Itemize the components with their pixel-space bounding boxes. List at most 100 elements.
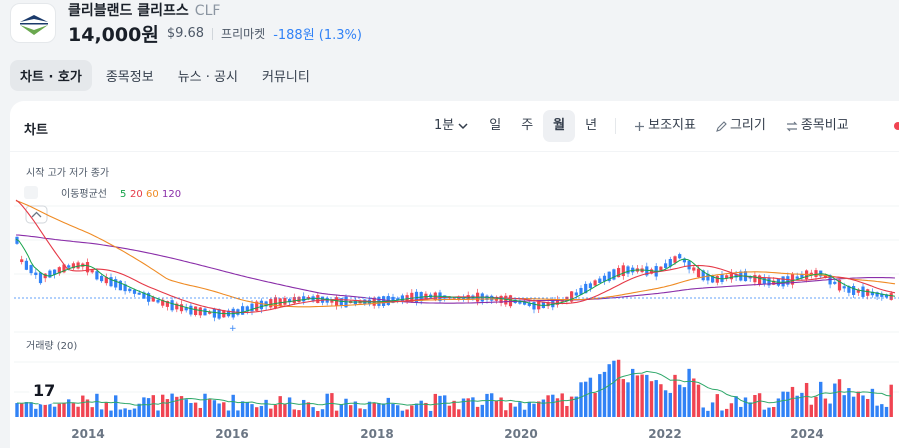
volume-bar bbox=[146, 398, 151, 417]
volume-bar bbox=[118, 409, 123, 417]
x-tick-label: 2022 bbox=[648, 427, 681, 441]
period-year-button[interactable]: 년 bbox=[585, 118, 598, 133]
chevron-down-icon bbox=[458, 123, 468, 130]
volume-bar bbox=[480, 404, 484, 417]
ma-legend: 이동평균선 5 20 60 120 bbox=[24, 186, 181, 200]
candle bbox=[128, 288, 132, 292]
candle bbox=[170, 300, 174, 311]
volume-bar bbox=[579, 382, 583, 417]
volume-bar bbox=[847, 388, 851, 417]
volume-bar bbox=[189, 403, 193, 417]
volume-bar bbox=[226, 410, 231, 417]
visibility-toggle-icon[interactable] bbox=[24, 186, 38, 199]
period-day-button[interactable]: 일 bbox=[489, 118, 502, 133]
volume-bar bbox=[377, 403, 381, 417]
candle bbox=[217, 309, 221, 319]
candle bbox=[555, 299, 560, 305]
volume-bar bbox=[344, 398, 348, 417]
candle bbox=[753, 275, 757, 283]
tab-community[interactable]: 커뮤니티 bbox=[261, 69, 310, 85]
volume-bar bbox=[734, 396, 738, 417]
candle bbox=[880, 293, 884, 297]
candle bbox=[518, 300, 522, 304]
current-price: 14,000원 bbox=[68, 24, 159, 46]
candle bbox=[38, 272, 43, 284]
candle bbox=[692, 267, 696, 271]
draw-button[interactable]: 그리기 bbox=[706, 110, 776, 142]
candle bbox=[701, 270, 705, 281]
volume-bar bbox=[645, 374, 649, 417]
tab-chart-orderbook[interactable]: 차트 · 호가 bbox=[10, 59, 92, 91]
volume-bar bbox=[757, 393, 762, 417]
volume-bar bbox=[400, 410, 405, 417]
volume-bar bbox=[283, 404, 287, 417]
candle bbox=[870, 291, 874, 296]
candle bbox=[306, 296, 310, 300]
volume-bar bbox=[565, 405, 569, 417]
candle bbox=[34, 272, 38, 276]
volume-bar bbox=[38, 401, 43, 417]
volume-bar bbox=[297, 410, 301, 417]
candle bbox=[546, 302, 550, 307]
candle bbox=[584, 283, 588, 294]
candle bbox=[194, 306, 198, 315]
volume-bar bbox=[71, 403, 76, 417]
svg-text:17: 17 bbox=[33, 381, 55, 400]
candle bbox=[283, 297, 287, 305]
period-month-button[interactable]: 월 bbox=[543, 110, 576, 142]
volume-bar bbox=[62, 402, 66, 417]
candle bbox=[123, 284, 127, 292]
volume-bar bbox=[861, 395, 865, 417]
volume-bar bbox=[217, 403, 221, 417]
candle bbox=[532, 302, 536, 310]
candle bbox=[85, 261, 90, 273]
volume-bar bbox=[24, 402, 29, 417]
candle bbox=[687, 260, 691, 270]
ma-label: 이동평균선 bbox=[61, 188, 107, 200]
candle bbox=[621, 265, 625, 277]
chart-toolbar: 1분 일 주 월 년 보조지표 그리기 종목비교 bbox=[424, 110, 859, 142]
volume-bar bbox=[236, 410, 240, 417]
candle bbox=[62, 264, 66, 273]
candle bbox=[856, 289, 860, 293]
compare-button[interactable]: 종목비교 bbox=[776, 110, 859, 142]
candle bbox=[161, 299, 165, 306]
indicators-button[interactable]: 보조지표 bbox=[624, 110, 706, 142]
ma5-label: 5 bbox=[120, 189, 126, 200]
pencil-icon bbox=[716, 120, 727, 132]
volume-bar bbox=[212, 400, 217, 417]
divider bbox=[212, 27, 214, 40]
volume-bar bbox=[682, 387, 687, 417]
volume-legend: 거래량 (20) bbox=[26, 340, 77, 352]
volume-bar bbox=[494, 400, 499, 417]
candle bbox=[104, 277, 108, 284]
volume-bar bbox=[428, 410, 433, 417]
tab-news[interactable]: 뉴스 · 공시 bbox=[177, 69, 238, 85]
volume-bar bbox=[692, 378, 696, 417]
volume-bar bbox=[569, 396, 574, 417]
candle bbox=[90, 270, 94, 273]
candle bbox=[767, 278, 771, 286]
candle bbox=[118, 280, 122, 291]
volume-bar bbox=[311, 407, 315, 417]
volume-bar bbox=[621, 379, 625, 417]
candle bbox=[593, 280, 597, 286]
period-week-button[interactable]: 주 bbox=[521, 118, 534, 133]
volume-bar bbox=[607, 364, 611, 417]
candle bbox=[847, 286, 851, 293]
volume-bar bbox=[640, 374, 644, 417]
market-session: 프리마켓 bbox=[221, 27, 266, 41]
stock-tabs: 차트 · 호가 종목정보 뉴스 · 공시 커뮤니티 bbox=[10, 59, 320, 91]
volume-bar bbox=[396, 405, 400, 417]
volume-bar bbox=[264, 399, 268, 417]
compare-arrows-icon bbox=[786, 121, 798, 131]
chevron-up-icon bbox=[31, 211, 42, 218]
volume-bar bbox=[598, 374, 602, 417]
volume-bar bbox=[447, 405, 452, 417]
interval-dropdown[interactable]: 1분 bbox=[424, 110, 479, 142]
volume-bar bbox=[875, 405, 879, 417]
volume-bar bbox=[90, 407, 94, 417]
tab-stock-info[interactable]: 종목정보 bbox=[105, 69, 154, 85]
candle bbox=[852, 286, 856, 295]
